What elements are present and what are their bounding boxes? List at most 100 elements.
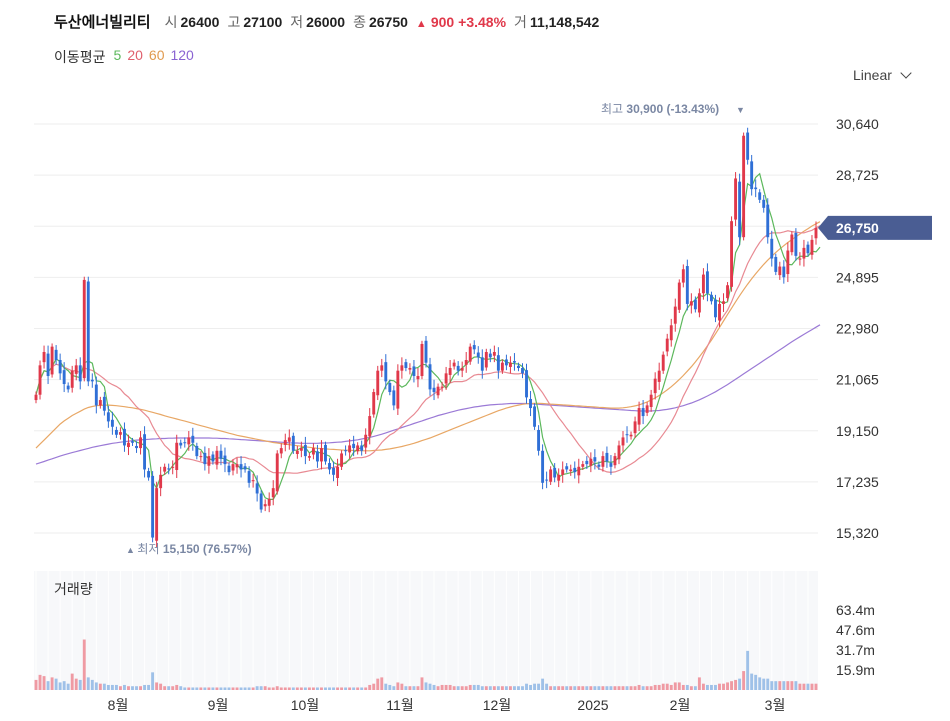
volume-bar <box>171 686 175 690</box>
candle-body <box>388 382 392 393</box>
volume-bar <box>179 686 183 690</box>
candle-body <box>135 445 138 449</box>
ma20-legend[interactable]: 20 <box>127 47 143 63</box>
low-value: 26000 <box>306 14 346 30</box>
volume-bar <box>147 684 151 690</box>
volume-bar <box>617 686 621 690</box>
volume-bar <box>448 684 452 690</box>
ma5-line <box>35 172 821 500</box>
date-tick-label: 10월 <box>291 697 319 713</box>
ma60-legend[interactable]: 60 <box>148 47 165 63</box>
volume-bar <box>738 678 742 690</box>
volume-bar <box>340 687 344 690</box>
candle-body <box>167 468 171 470</box>
candle-body <box>127 442 130 448</box>
candle-body <box>589 458 593 466</box>
ma120-legend[interactable]: 120 <box>170 47 194 63</box>
candle-body <box>726 285 729 299</box>
candle-body <box>38 365 42 395</box>
volume-bar <box>396 682 400 690</box>
volume-bar <box>191 687 195 690</box>
volume-bar <box>653 684 657 690</box>
volume-bar <box>118 686 122 690</box>
candle-body <box>778 266 782 276</box>
candle-body <box>203 452 207 465</box>
candle-body <box>533 406 537 427</box>
volume-bar <box>581 686 585 690</box>
volume-label: 거 <box>514 14 527 30</box>
volume-tick-label: 63.4m <box>836 602 875 618</box>
volume-bar <box>573 686 577 690</box>
date-tick-label: 11월 <box>386 697 413 713</box>
volume-bar <box>492 686 496 690</box>
candle-body <box>384 362 388 382</box>
candle-body <box>790 234 794 253</box>
candle-body <box>380 365 384 371</box>
volume-bar <box>597 686 601 690</box>
volume-bar <box>609 686 613 690</box>
candle-body <box>762 199 766 208</box>
volume-bar <box>106 684 110 690</box>
volume-bar <box>364 687 368 690</box>
volume-bar <box>215 687 219 690</box>
volume-bar <box>460 686 464 690</box>
candle-body <box>175 442 179 470</box>
volume-bar <box>802 683 806 690</box>
candle-body <box>492 351 496 356</box>
candle-body <box>187 437 191 445</box>
candle-body <box>521 368 524 374</box>
candle-body <box>90 379 94 382</box>
volume-bar <box>82 639 86 690</box>
candle-body <box>802 247 806 259</box>
volume-bar <box>774 681 778 690</box>
scale-selector[interactable]: Linear <box>853 67 912 83</box>
axis-labels: 30,640 28,725 24,895 22,980 21,065 19,150 17,2… <box>54 116 879 713</box>
candle-body <box>673 306 677 324</box>
candle-body <box>58 360 62 374</box>
candle-body <box>396 370 400 409</box>
date-tick-label: 3월 <box>765 697 786 713</box>
volume-bar <box>714 684 717 690</box>
candle-body <box>143 434 147 470</box>
candle-body <box>155 488 159 541</box>
candle-body <box>553 467 557 478</box>
candle-body <box>231 464 235 471</box>
volume-bar <box>496 686 500 690</box>
candle-body <box>424 340 428 363</box>
candle-body <box>215 450 219 465</box>
price-tick-label: 24,895 <box>836 269 879 285</box>
candle-body <box>657 370 661 382</box>
volume-bar <box>259 686 263 690</box>
candle-body <box>444 373 448 384</box>
candle-body <box>480 357 484 371</box>
candle-body <box>456 365 460 371</box>
volume-bar <box>420 677 424 690</box>
ma5-legend[interactable]: 5 <box>113 47 122 63</box>
candle-body <box>513 361 516 363</box>
volume-bar <box>135 686 138 690</box>
candle-body <box>66 385 70 390</box>
volume-bar <box>227 687 231 690</box>
volume-bar <box>525 683 528 690</box>
volume-bar <box>537 683 541 690</box>
candle-body <box>593 457 597 462</box>
volume-bar <box>356 687 360 690</box>
candle-body <box>750 161 754 190</box>
candle-body <box>102 396 106 411</box>
volume-bar <box>400 683 404 690</box>
candle-body <box>151 475 155 538</box>
volume-bar <box>649 686 653 690</box>
volume-bar <box>718 683 721 690</box>
volume-bar <box>798 683 802 690</box>
volume-bar <box>187 687 191 690</box>
candle-body <box>601 456 605 467</box>
candle-body <box>637 408 641 425</box>
candle-body <box>332 467 335 475</box>
volume-bar <box>159 683 163 690</box>
candle-body <box>239 464 243 470</box>
volume-bar <box>677 682 681 690</box>
volume-bar <box>127 686 130 690</box>
volume-bar <box>750 673 754 690</box>
candle-body <box>191 435 195 443</box>
